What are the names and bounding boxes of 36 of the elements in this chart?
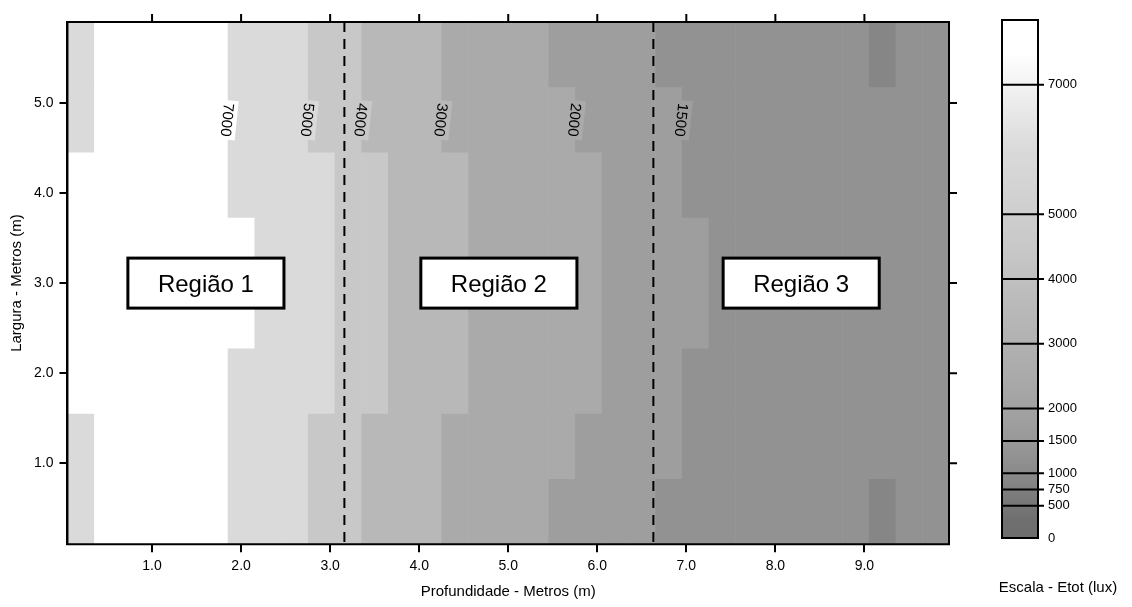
- annotation: 2000: [564, 102, 586, 138]
- y-tick-label: 1.0: [33, 454, 54, 471]
- y-tick-label: 3.0: [33, 273, 54, 290]
- x-tick-label: 1.0: [142, 557, 162, 574]
- x-tick-label: 9.0: [854, 557, 875, 574]
- color-bar-label: 1000: [1048, 464, 1077, 480]
- color-bar-label: 1500: [1048, 432, 1077, 448]
- annotation: 4000: [351, 102, 372, 138]
- x-axis-title: Profundidade - Metros (m): [420, 582, 596, 600]
- color-bar-label: 3000: [1048, 335, 1077, 351]
- y-tick-label: 4.0: [33, 183, 54, 200]
- x-tick-label: 8.0: [765, 557, 786, 574]
- color-bar-label: 0: [1048, 529, 1056, 545]
- color-bar-label: 5000: [1048, 205, 1077, 221]
- color-bar-title: Escala - Etot (lux): [998, 578, 1118, 596]
- y-tick-label: 5.0: [33, 93, 54, 110]
- color-bar-label: 750: [1048, 481, 1070, 497]
- x-tick-label: 4.0: [409, 557, 430, 574]
- color-bar-label: 2000: [1048, 400, 1077, 416]
- y-axis-title: Largura - Metros (m): [7, 214, 25, 352]
- color-bar-label: 7000: [1048, 76, 1077, 92]
- x-tick-label: 3.0: [320, 557, 341, 574]
- x-tick-label: 7.0: [676, 557, 697, 574]
- y-tick-label: 2.0: [33, 363, 54, 380]
- annotation: 5000: [297, 102, 319, 138]
- x-tick-label: 5.0: [498, 557, 519, 574]
- x-tick-label: 2.0: [231, 557, 252, 574]
- annotation: 1500: [671, 102, 693, 138]
- x-tick-label: 6.0: [587, 557, 608, 574]
- annotation: Região 3: [753, 269, 850, 297]
- annotation: 7000: [217, 102, 238, 138]
- annotation: 3000: [431, 102, 452, 138]
- color-bar-label: 500: [1048, 497, 1070, 513]
- annotation: Região 1: [157, 269, 254, 297]
- annotation: Região 2: [450, 269, 547, 297]
- color-bar-label: 4000: [1048, 270, 1077, 286]
